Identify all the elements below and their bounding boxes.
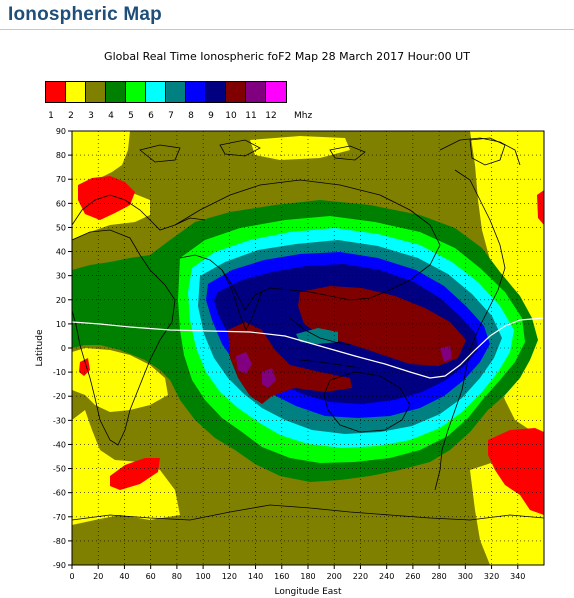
y-tick-label: 80 xyxy=(56,151,66,160)
x-tick-label: 340 xyxy=(510,572,525,581)
legend-label-6: 6 xyxy=(148,111,154,121)
x-tick-label: 40 xyxy=(119,572,129,581)
y-tick-label: -20 xyxy=(53,392,66,401)
legend-label-10: 10 xyxy=(225,111,237,121)
legend-label-12: 12 xyxy=(265,111,277,121)
x-tick-label: 0 xyxy=(69,572,74,581)
x-tick-label: 200 xyxy=(327,572,342,581)
y-tick-label: 60 xyxy=(56,199,66,208)
x-tick-label: 280 xyxy=(431,572,446,581)
legend-label-8: 8 xyxy=(188,111,194,121)
y-tick-label: -40 xyxy=(53,440,66,449)
contour-2mhz-northcentral xyxy=(250,136,350,160)
legend-swatch-6 xyxy=(146,82,166,102)
contour-11mhz-a xyxy=(236,352,252,374)
legend-swatch-5 xyxy=(126,82,146,102)
legend-label-7: 7 xyxy=(168,111,174,121)
y-tick-label: 50 xyxy=(56,223,66,232)
y-tick-label: -10 xyxy=(53,368,66,377)
x-tick-label: 320 xyxy=(484,572,499,581)
y-tick-label: -30 xyxy=(53,416,66,425)
map-title: Global Real Time Ionospheric foF2 Map 28… xyxy=(104,50,470,63)
color-legend xyxy=(45,81,287,103)
x-tick-label: 60 xyxy=(146,572,156,581)
x-tick-label: 300 xyxy=(458,572,473,581)
x-tick-label: 260 xyxy=(405,572,420,581)
legend-swatch-2 xyxy=(66,82,86,102)
legend-label-9: 9 xyxy=(208,111,214,121)
x-tick-label: 80 xyxy=(172,572,182,581)
legend-swatch-9 xyxy=(206,82,226,102)
legend-swatch-7 xyxy=(166,82,186,102)
legend-swatch-4 xyxy=(106,82,126,102)
contour-1mhz-southeast xyxy=(488,428,544,515)
y-tick-label: -90 xyxy=(53,561,66,570)
y-tick-label: 90 xyxy=(56,127,66,136)
x-tick-label: 220 xyxy=(353,572,368,581)
contour-1mhz-southwest xyxy=(110,458,160,490)
x-tick-label: 140 xyxy=(248,572,263,581)
legend-swatch-8 xyxy=(186,82,206,102)
contour-1mhz-west-tropic xyxy=(79,358,90,376)
legend-label-3: 3 xyxy=(88,111,94,121)
y-tick-label: 10 xyxy=(56,320,66,329)
legend-swatch-10 xyxy=(226,82,246,102)
x-axis-ticks: 0 20 40 60 80 100 120 140 160 180 200 220 240 260 280 3… xyxy=(69,565,525,581)
coastlines xyxy=(72,137,544,521)
title-divider xyxy=(0,29,574,30)
y-tick-label: -70 xyxy=(53,513,66,522)
magnetic-equator xyxy=(72,317,544,379)
grid-lines xyxy=(72,131,544,565)
contour-11mhz-b xyxy=(262,368,276,388)
x-tick-label: 180 xyxy=(300,572,315,581)
legend-unit: Mhz xyxy=(294,111,313,121)
x-axis-label: Longitude East xyxy=(274,587,342,597)
contour-10mhz-south xyxy=(228,322,352,404)
legend-swatch-11 xyxy=(246,82,266,102)
x-tick-label: 20 xyxy=(93,572,103,581)
x-tick-label: 100 xyxy=(195,572,210,581)
x-tick-label: 240 xyxy=(379,572,394,581)
contour-1mhz-northwest xyxy=(78,176,135,220)
x-tick-label: 120 xyxy=(222,572,237,581)
y-axis-label: Latitude xyxy=(35,329,45,367)
legend-label-4: 4 xyxy=(108,111,114,121)
y-axis-ticks: 90 80 70 60 50 40 30 20 10 0 -10 -20 -30 -40 -50 -60 -70… xyxy=(53,127,72,570)
page-title: Ionospheric Map xyxy=(8,4,162,25)
contour-1mhz-east-edge xyxy=(537,190,544,225)
contour-10mhz-main xyxy=(298,286,466,366)
y-tick-label: 0 xyxy=(61,344,66,353)
legend-swatch-3 xyxy=(86,82,106,102)
legend-label-5: 5 xyxy=(128,111,134,121)
y-tick-label: 70 xyxy=(56,175,66,184)
legend-swatch-12 xyxy=(266,82,286,102)
y-tick-label: -50 xyxy=(53,465,66,474)
y-tick-label: -60 xyxy=(53,489,66,498)
x-tick-label: 160 xyxy=(274,572,289,581)
contour-11mhz-c xyxy=(440,346,452,362)
legend-label-11: 11 xyxy=(245,111,257,121)
y-tick-label: 30 xyxy=(56,272,66,281)
y-tick-label: 40 xyxy=(56,248,66,257)
legend-label-1: 1 xyxy=(48,111,54,121)
legend-label-2: 2 xyxy=(68,111,74,121)
legend-swatch-1 xyxy=(46,82,66,102)
y-tick-label: 20 xyxy=(56,296,66,305)
y-tick-label: -80 xyxy=(53,537,66,546)
